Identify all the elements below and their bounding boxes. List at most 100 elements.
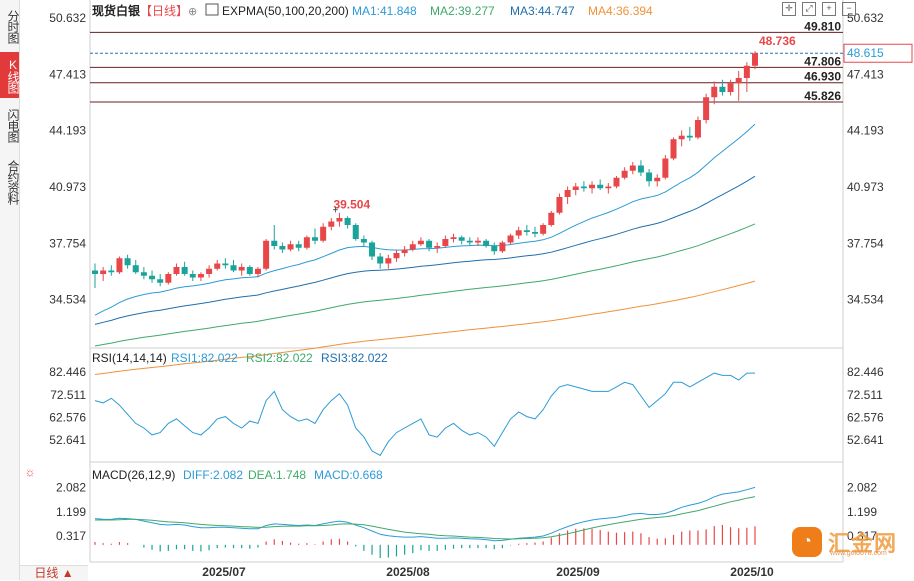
candle-body — [703, 97, 710, 120]
candle-body — [662, 158, 669, 178]
candle-body — [499, 242, 506, 252]
tab-timeshare[interactable]: 分时图 — [6, 9, 20, 43]
candle-body — [320, 226, 327, 241]
price-level-label: 45.826 — [804, 89, 841, 103]
candle-body — [719, 86, 726, 92]
candle-body — [735, 78, 742, 84]
candle-body — [743, 65, 750, 78]
price-level-label: 49.810 — [804, 19, 841, 33]
chart-toolbar: ✛ ⤢ + − — [782, 2, 856, 16]
candle-body — [629, 165, 636, 171]
x-tick-label: 2025/08 — [386, 565, 430, 579]
candle-body — [589, 184, 596, 189]
candle-body — [711, 86, 718, 98]
macd-tick-right: 2.082 — [847, 480, 877, 494]
settings-icon: ⊕ — [188, 6, 197, 18]
candle-body — [450, 237, 457, 239]
candle-body — [100, 270, 107, 274]
ma4-line — [94, 280, 756, 375]
rsi2-label: RSI2:82.022 — [246, 351, 313, 365]
candle-body — [344, 218, 351, 225]
price-tick-left: 50.632 — [49, 11, 86, 25]
candle-body — [140, 272, 147, 276]
ma3-label: MA3:44.747 — [510, 4, 575, 18]
dea-label: DEA:1.748 — [248, 468, 306, 482]
candle-body — [491, 246, 498, 252]
candle-body — [572, 186, 579, 190]
macd-tick-right: 1.199 — [847, 505, 877, 519]
candle-body — [385, 258, 392, 264]
candle-body — [238, 267, 245, 271]
price-tick-left: 37.754 — [49, 236, 86, 250]
sidebar: 分时图 K线图 闪电图 合约资料 — [0, 0, 20, 580]
chevron-down-icon: ▲ — [61, 566, 74, 580]
candle-body — [206, 268, 213, 274]
candle-body — [312, 237, 318, 241]
macd-tick-left: 1.199 — [56, 505, 86, 519]
candle-body — [173, 267, 180, 274]
candle-body — [92, 270, 98, 274]
candle-body — [621, 170, 628, 178]
ma1-label: MA1:41.848 — [352, 4, 417, 18]
candle-body — [197, 274, 204, 278]
candle-body — [564, 190, 571, 197]
candle-body — [222, 263, 229, 266]
rsi-tick-left: 72.511 — [50, 388, 86, 402]
logo-text: 汇金网 — [828, 531, 898, 556]
candle-body — [352, 225, 359, 239]
price-tick-right: 37.754 — [847, 236, 884, 250]
rsi3-label: RSI3:82.022 — [321, 351, 388, 365]
candle-body — [181, 267, 188, 274]
rsi-tick-right: 82.446 — [847, 365, 884, 379]
candle-body — [727, 83, 734, 92]
ma4-label: MA4:36.394 — [588, 4, 653, 18]
candle-body — [532, 232, 538, 234]
candle-body — [157, 279, 164, 283]
candle-body — [124, 258, 131, 266]
candle-body — [694, 120, 701, 138]
current-price-tag-box — [843, 43, 913, 63]
candle-body — [646, 172, 653, 182]
candle-body — [287, 244, 294, 250]
candle-body — [360, 239, 367, 243]
dea-line — [95, 496, 756, 540]
rsi1-label: RSI1:82.022 — [171, 351, 238, 365]
macd-tick-right: 0.317 — [847, 529, 877, 543]
tab-kline[interactable]: K线图 — [0, 52, 20, 98]
candle-body — [336, 218, 343, 222]
candle-body — [279, 246, 286, 250]
zoom-in-icon[interactable]: + — [822, 2, 836, 16]
candle-body — [263, 240, 270, 269]
crosshair-icon[interactable]: ✛ — [782, 2, 796, 16]
price-tick-right: 34.534 — [847, 293, 884, 307]
zoom-out-icon[interactable]: − — [842, 2, 856, 16]
candle-body — [466, 240, 473, 243]
brand-logo: ◔ 汇金网 www.gold678.com — [792, 522, 910, 562]
move-icon[interactable]: ⤢ — [802, 2, 816, 16]
candle-body — [328, 221, 335, 227]
candle-body — [548, 212, 555, 225]
x-tick-label: 2025/09 — [556, 565, 600, 579]
diff-line — [94, 486, 756, 542]
tab-flash[interactable]: 闪电图 — [6, 108, 20, 142]
price-level-label: 46.930 — [804, 70, 841, 84]
period-selector[interactable]: 日线 ▲ — [20, 565, 88, 581]
candle-body — [613, 177, 620, 187]
price-tick-left: 40.973 — [49, 180, 86, 194]
high-annotation-1: 39.504 — [333, 198, 370, 212]
candle-body — [132, 265, 139, 273]
macd-name: MACD(26,12,9) — [92, 468, 175, 482]
candle-body — [434, 246, 441, 248]
tab-contract-info[interactable]: 合约资料 — [6, 160, 20, 204]
candle-body — [149, 275, 156, 280]
rsi-tick-right: 72.511 — [847, 388, 883, 402]
logo-url: www.gold678.com — [830, 550, 887, 557]
price-tick-right: 40.973 — [847, 180, 884, 194]
candle-body — [686, 135, 693, 138]
symbol-label: 现货白银 — [92, 3, 141, 18]
period-label: 【日线】 — [140, 4, 188, 18]
high-annotation-2: 48.736 — [759, 34, 796, 48]
candle-body — [246, 267, 253, 274]
ma1-line — [94, 123, 756, 316]
price-tick-left: 44.193 — [49, 124, 86, 138]
